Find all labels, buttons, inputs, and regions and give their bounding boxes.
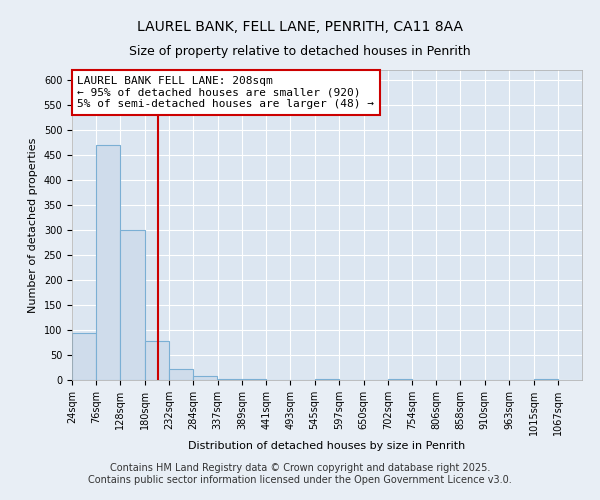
- Bar: [121, 230, 145, 380]
- Bar: [242, 379, 266, 380]
- Bar: [72, 332, 96, 380]
- Bar: [314, 379, 339, 380]
- Bar: [533, 379, 558, 380]
- Bar: [96, 145, 121, 380]
- Text: LAUREL BANK, FELL LANE, PENRITH, CA11 8AA: LAUREL BANK, FELL LANE, PENRITH, CA11 8A…: [137, 20, 463, 34]
- Text: Contains HM Land Registry data © Crown copyright and database right 2025.
Contai: Contains HM Land Registry data © Crown c…: [88, 464, 512, 485]
- Bar: [169, 368, 193, 380]
- X-axis label: Distribution of detached houses by size in Penrith: Distribution of detached houses by size …: [188, 440, 466, 450]
- Text: LAUREL BANK FELL LANE: 208sqm
← 95% of detached houses are smaller (920)
5% of s: LAUREL BANK FELL LANE: 208sqm ← 95% of d…: [77, 76, 374, 109]
- Text: Size of property relative to detached houses in Penrith: Size of property relative to detached ho…: [129, 45, 471, 58]
- Y-axis label: Number of detached properties: Number of detached properties: [28, 138, 38, 312]
- Bar: [145, 341, 169, 380]
- Bar: [388, 379, 412, 380]
- Bar: [193, 376, 217, 380]
- Bar: [218, 379, 242, 380]
